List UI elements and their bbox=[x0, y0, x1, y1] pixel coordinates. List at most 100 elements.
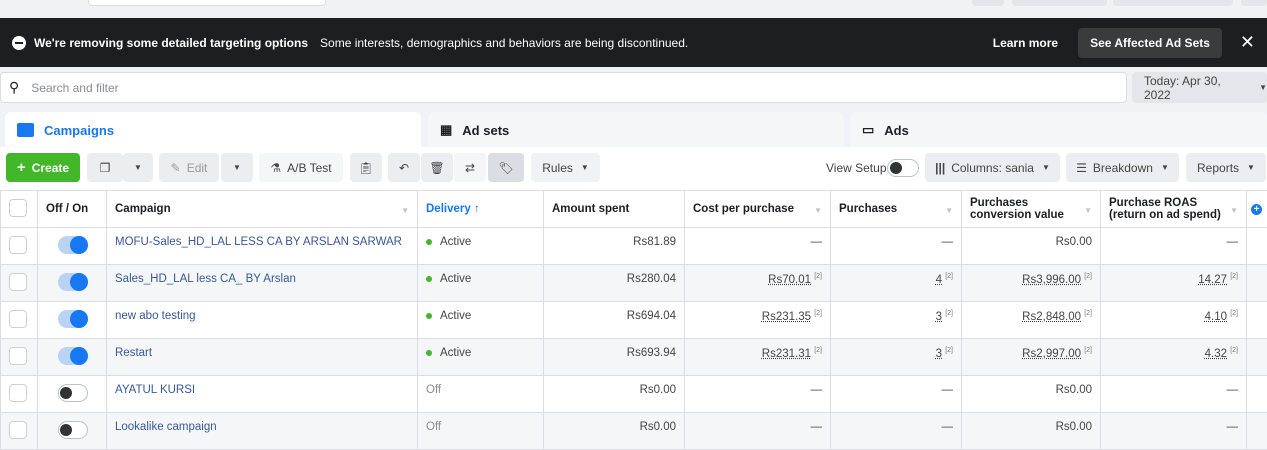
campaign-link[interactable]: Restart bbox=[115, 347, 152, 359]
footnote-icon: [2] bbox=[1084, 347, 1092, 354]
cost-per-purchase-value[interactable]: Rs70.01 bbox=[768, 274, 811, 286]
conversion-value-value[interactable]: Rs2,997.00 bbox=[1022, 348, 1081, 360]
table-row[interactable]: AYATUL KURSI Off Rs0.00——Rs0.00— bbox=[1, 376, 1267, 413]
sort-caret-icon: ▼ bbox=[814, 206, 822, 215]
active-dot-icon bbox=[426, 313, 432, 319]
row-checkbox[interactable] bbox=[1, 413, 38, 450]
top-search[interactable] bbox=[88, 0, 326, 6]
roas-value[interactable]: 4.32 bbox=[1205, 348, 1227, 360]
close-icon[interactable]: ✕ bbox=[1240, 32, 1255, 53]
delivery-status: Off bbox=[418, 413, 544, 450]
campaign-folder-icon bbox=[17, 123, 34, 137]
campaign-toggle[interactable] bbox=[38, 339, 107, 376]
header-roas[interactable]: Purchase ROAS (return on ad spend)▼ bbox=[1101, 191, 1247, 228]
date-picker[interactable]: Today: Apr 30, 2022▼ bbox=[1132, 72, 1267, 103]
table-row[interactable]: Lookalike campaign Off Rs0.00——Rs0.00— bbox=[1, 413, 1267, 450]
campaign-toggle[interactable] bbox=[38, 265, 107, 302]
amount-spent-value: Rs81.89 bbox=[633, 236, 676, 248]
campaign-toggle[interactable] bbox=[38, 302, 107, 339]
amount-spent: Rs0.00 bbox=[544, 376, 685, 413]
header-cost-per-purchase[interactable]: Cost per purchase▼ bbox=[685, 191, 831, 228]
search-input[interactable]: ⚲ Search and filter bbox=[0, 72, 1127, 103]
select-all-checkbox[interactable] bbox=[1, 191, 38, 228]
add-column-button[interactable]: + bbox=[1247, 191, 1267, 228]
clipboard-button[interactable]: 📋︎ bbox=[350, 153, 382, 182]
campaign-link[interactable]: MOFU-Sales_HD_LAL LESS CA BY ARSLAN SARW… bbox=[115, 236, 402, 248]
undo-button[interactable]: ↶ bbox=[388, 153, 420, 182]
row-checkbox[interactable] bbox=[1, 376, 38, 413]
amount-spent: Rs81.89 bbox=[544, 228, 685, 265]
caret-down-icon: ▼ bbox=[1247, 163, 1255, 172]
header-delivery[interactable]: Delivery ↑ bbox=[418, 191, 544, 228]
ab-test-button[interactable]: ⚗A/B Test bbox=[259, 153, 343, 182]
purchases-value[interactable]: 3 bbox=[936, 348, 942, 360]
see-affected-ad-sets-button[interactable]: See Affected Ad Sets bbox=[1078, 28, 1222, 58]
table-row[interactable]: Sales_HD_LAL less CA_ BY Arslan Active R… bbox=[1, 265, 1267, 302]
top-button[interactable] bbox=[1012, 0, 1107, 6]
roas: — bbox=[1101, 376, 1247, 413]
learn-more-link[interactable]: Learn more bbox=[993, 36, 1058, 50]
header-purchases[interactable]: Purchases▼ bbox=[831, 191, 962, 228]
campaign-link[interactable]: Lookalike campaign bbox=[115, 421, 217, 433]
conversion-value: Rs0.00 bbox=[962, 228, 1101, 265]
tab-ad-sets[interactable]: ▦Ad sets bbox=[428, 112, 844, 148]
campaign-toggle[interactable] bbox=[38, 413, 107, 450]
campaign-name[interactable]: new abo testing bbox=[107, 302, 418, 339]
delivery-label: Active bbox=[440, 273, 471, 285]
columns-button[interactable]: |||Columns: sania▼ bbox=[925, 153, 1060, 182]
conversion-value-value[interactable]: Rs3,996.00 bbox=[1022, 274, 1081, 286]
campaign-toggle[interactable] bbox=[38, 376, 107, 413]
view-setup-toggle[interactable] bbox=[887, 159, 919, 177]
cost-per-purchase-value[interactable]: Rs231.35 bbox=[762, 311, 811, 323]
edit-label: Edit bbox=[187, 161, 208, 175]
roas-value[interactable]: 4.10 bbox=[1205, 311, 1227, 323]
top-button[interactable] bbox=[1113, 0, 1233, 6]
cost-per-purchase-value[interactable]: Rs231.31 bbox=[762, 348, 811, 360]
tag-button[interactable]: 🏷︎ bbox=[488, 153, 524, 182]
row-checkbox[interactable] bbox=[1, 339, 38, 376]
purchases-value[interactable]: 3 bbox=[936, 311, 942, 323]
edit-button[interactable]: ✎Edit bbox=[159, 153, 219, 182]
reports-button[interactable]: Reports▼ bbox=[1186, 153, 1266, 182]
duplicate-dropdown[interactable]: ▼ bbox=[123, 153, 153, 182]
delivery-status: Active bbox=[418, 302, 544, 339]
export-button[interactable]: ⇄ bbox=[454, 153, 486, 182]
campaign-name[interactable]: Restart bbox=[107, 339, 418, 376]
header-amount-spent[interactable]: Amount spent bbox=[544, 191, 685, 228]
delivery-label: Active bbox=[440, 236, 471, 248]
footnote-icon: [2] bbox=[1230, 347, 1238, 354]
top-button[interactable] bbox=[972, 0, 1004, 6]
tab-ads[interactable]: ▭Ads bbox=[850, 112, 1267, 148]
create-button[interactable]: +Create bbox=[6, 153, 80, 182]
delete-button[interactable]: 🗑︎ bbox=[421, 153, 453, 182]
row-checkbox[interactable] bbox=[1, 228, 38, 265]
campaign-link[interactable]: Sales_HD_LAL less CA_ BY Arslan bbox=[115, 273, 296, 285]
header-label: Amount spent bbox=[552, 203, 629, 215]
breakdown-button[interactable]: ☰Breakdown▼ bbox=[1066, 153, 1179, 182]
header-campaign[interactable]: Campaign▼ bbox=[107, 191, 418, 228]
campaign-name[interactable]: Lookalike campaign bbox=[107, 413, 418, 450]
row-checkbox[interactable] bbox=[1, 265, 38, 302]
purchases-value[interactable]: 4 bbox=[936, 274, 942, 286]
campaign-toggle[interactable] bbox=[38, 228, 107, 265]
rules-button[interactable]: Rules▼ bbox=[531, 153, 600, 182]
campaign-link[interactable]: AYATUL KURSI bbox=[115, 384, 195, 396]
active-dot-icon bbox=[426, 239, 432, 245]
campaign-link[interactable]: new abo testing bbox=[115, 310, 196, 322]
duplicate-button[interactable]: ❐ bbox=[87, 153, 123, 182]
top-button[interactable] bbox=[1241, 0, 1267, 6]
edit-dropdown[interactable]: ▼ bbox=[221, 153, 253, 182]
conversion-value-value[interactable]: Rs2,848.00 bbox=[1022, 311, 1081, 323]
header-conversion-value[interactable]: Purchases conversion value▼ bbox=[962, 191, 1101, 228]
roas-value[interactable]: 14.27 bbox=[1198, 274, 1227, 286]
sort-caret-icon: ▼ bbox=[1230, 206, 1238, 215]
campaign-name[interactable]: MOFU-Sales_HD_LAL LESS CA BY ARSLAN SARW… bbox=[107, 228, 418, 265]
campaign-name[interactable]: AYATUL KURSI bbox=[107, 376, 418, 413]
tab-campaigns[interactable]: Campaigns bbox=[5, 112, 421, 148]
empty-cell bbox=[1247, 413, 1267, 450]
table-row[interactable]: MOFU-Sales_HD_LAL LESS CA BY ARSLAN SARW… bbox=[1, 228, 1267, 265]
row-checkbox[interactable] bbox=[1, 302, 38, 339]
campaign-name[interactable]: Sales_HD_LAL less CA_ BY Arslan bbox=[107, 265, 418, 302]
